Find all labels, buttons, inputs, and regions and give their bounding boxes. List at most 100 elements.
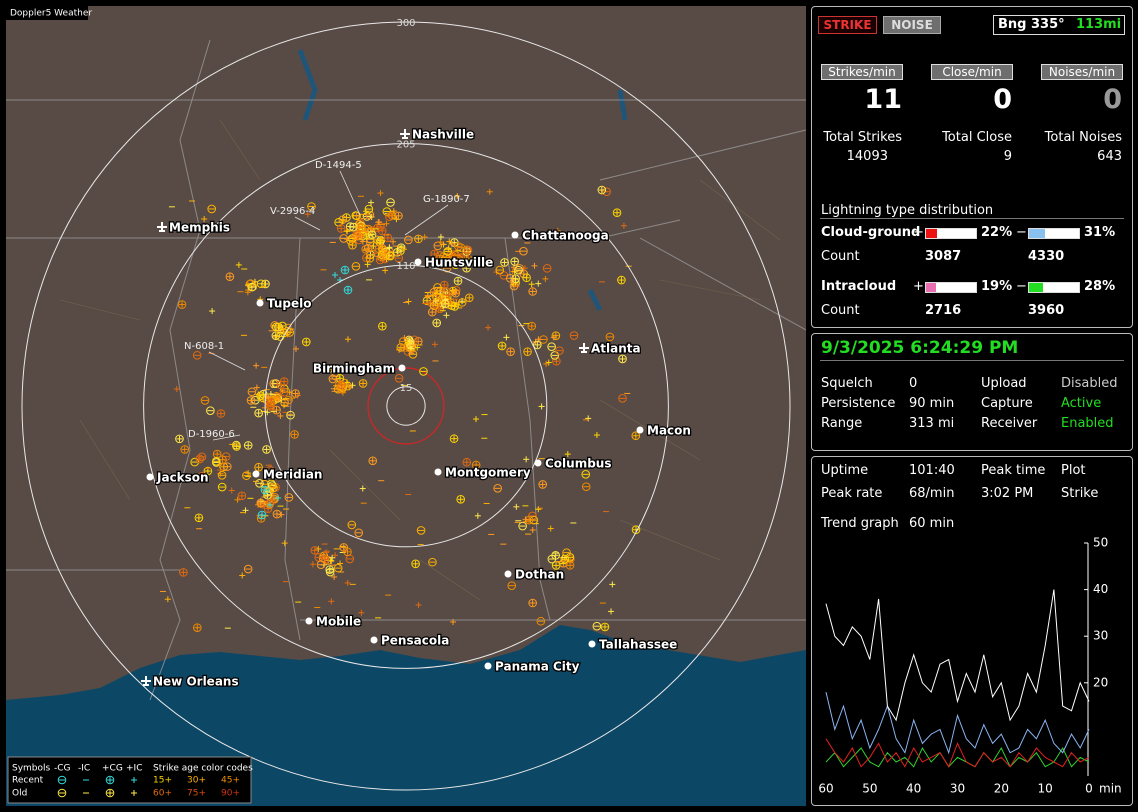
noise-button[interactable]: NOISE bbox=[883, 16, 941, 34]
strike-ring bbox=[256, 391, 265, 401]
strike-ring bbox=[105, 788, 115, 798]
strike-ring bbox=[447, 301, 457, 310]
strike-ring bbox=[560, 554, 570, 564]
strike-ring bbox=[547, 342, 556, 352]
city-dot bbox=[588, 640, 596, 648]
bearing-box bbox=[993, 15, 1125, 35]
strike-button[interactable]: STRIKE bbox=[818, 16, 877, 34]
strike-ring bbox=[291, 389, 300, 398]
strike-ring bbox=[247, 387, 257, 397]
strike-ring bbox=[263, 490, 272, 500]
sign: − bbox=[1016, 279, 1027, 294]
strike-ring bbox=[175, 434, 184, 444]
setting-label: Receiver bbox=[981, 416, 1038, 431]
city-dot bbox=[256, 299, 264, 307]
city-label: Macon bbox=[647, 424, 691, 438]
strike-ring bbox=[284, 493, 294, 502]
airport-icon bbox=[157, 222, 167, 232]
strike-ring bbox=[533, 340, 542, 350]
range-ring bbox=[264, 264, 548, 548]
setting-value: 0 bbox=[909, 376, 918, 391]
strike-ring bbox=[536, 616, 546, 626]
legend-age: 90+ bbox=[221, 789, 240, 799]
x-tick-label: 20 bbox=[994, 782, 1009, 796]
strike-ring bbox=[363, 243, 373, 253]
airport-icon bbox=[579, 343, 589, 353]
range-ring-label: 110 bbox=[396, 261, 415, 272]
strike-ring bbox=[180, 445, 190, 454]
rate-label: Close/min bbox=[931, 64, 1013, 80]
lakes bbox=[297, 49, 628, 312]
y-tick-label: 40 bbox=[1093, 582, 1108, 596]
storm-label: V-2996-4 bbox=[270, 206, 315, 217]
strike-ring bbox=[631, 431, 641, 441]
stat-value: 3:02 PM bbox=[981, 486, 1034, 501]
range-ring bbox=[143, 143, 669, 669]
rate-label: Strikes/min bbox=[821, 64, 903, 80]
strike-ring bbox=[396, 343, 406, 352]
x-tick-label: 30 bbox=[950, 782, 965, 796]
legend-label: Symbols bbox=[12, 764, 51, 774]
range-ring bbox=[21, 21, 791, 791]
storm-leader bbox=[212, 434, 241, 441]
strike-ring bbox=[617, 275, 626, 285]
strike-ring bbox=[254, 462, 263, 472]
strike-ring bbox=[282, 326, 292, 336]
strike-ring bbox=[555, 346, 564, 355]
strike-ring bbox=[435, 251, 445, 260]
strike-ring bbox=[581, 482, 591, 491]
legend: Symbols -CG -IC +CG +IC Strike age color code… bbox=[7, 756, 253, 804]
strike-ring bbox=[57, 775, 67, 785]
storm-label: G-1890-7 bbox=[423, 194, 470, 205]
strike-ring bbox=[325, 565, 335, 574]
strike-ring bbox=[393, 247, 402, 257]
strike-ring bbox=[529, 515, 539, 525]
strike-ring bbox=[592, 621, 602, 631]
strike-ring bbox=[518, 521, 527, 531]
strike-ring bbox=[462, 263, 471, 273]
rate-value: 0 bbox=[1103, 84, 1122, 115]
trend-line bbox=[825, 691, 1090, 755]
count: 3960 bbox=[1028, 303, 1065, 318]
strike-ring bbox=[328, 374, 338, 384]
strike-ring bbox=[242, 471, 251, 480]
strike-ring bbox=[377, 226, 387, 236]
y-tick-label: 50 bbox=[1093, 536, 1108, 550]
strike-ring bbox=[333, 563, 343, 573]
strike-ring bbox=[408, 349, 418, 359]
legend-age: 45+ bbox=[221, 776, 240, 786]
city-label: Mobile bbox=[316, 615, 361, 629]
legend-row-label: Recent bbox=[12, 776, 44, 786]
strike-ring bbox=[179, 568, 188, 577]
trend-line bbox=[825, 746, 1090, 768]
setting-value: Disabled bbox=[1061, 376, 1118, 391]
percent: 31% bbox=[1084, 225, 1116, 240]
storm-leader bbox=[208, 351, 246, 371]
strike-ring bbox=[265, 466, 275, 475]
strike-ring bbox=[506, 347, 515, 356]
strike-ring bbox=[247, 282, 257, 292]
setting-label: Range bbox=[821, 416, 863, 431]
strike-ring bbox=[307, 202, 316, 211]
percent: 19% bbox=[981, 279, 1013, 294]
sign: + bbox=[913, 279, 924, 294]
bar-frame bbox=[1028, 282, 1080, 293]
city-label: New Orleans bbox=[153, 675, 239, 689]
strike-ring bbox=[255, 479, 264, 488]
strike-ring bbox=[348, 240, 357, 250]
setting-label: Persistence bbox=[821, 396, 896, 411]
y-tick-label: 30 bbox=[1093, 629, 1108, 643]
bar-frame bbox=[925, 282, 977, 293]
strike-ring bbox=[383, 233, 393, 243]
strike-ring bbox=[200, 396, 210, 405]
strike-ring bbox=[364, 204, 374, 214]
percent: 22% bbox=[981, 225, 1013, 240]
strike-ring bbox=[271, 322, 281, 332]
storm-label: N-608-1 bbox=[184, 341, 224, 352]
setting-value: Enabled bbox=[1061, 416, 1114, 431]
city-label: Tupelo bbox=[267, 297, 312, 311]
strike-ring bbox=[265, 500, 274, 509]
strike-ring bbox=[411, 559, 420, 569]
strike-ring bbox=[394, 253, 404, 263]
strike-ring bbox=[345, 222, 355, 231]
